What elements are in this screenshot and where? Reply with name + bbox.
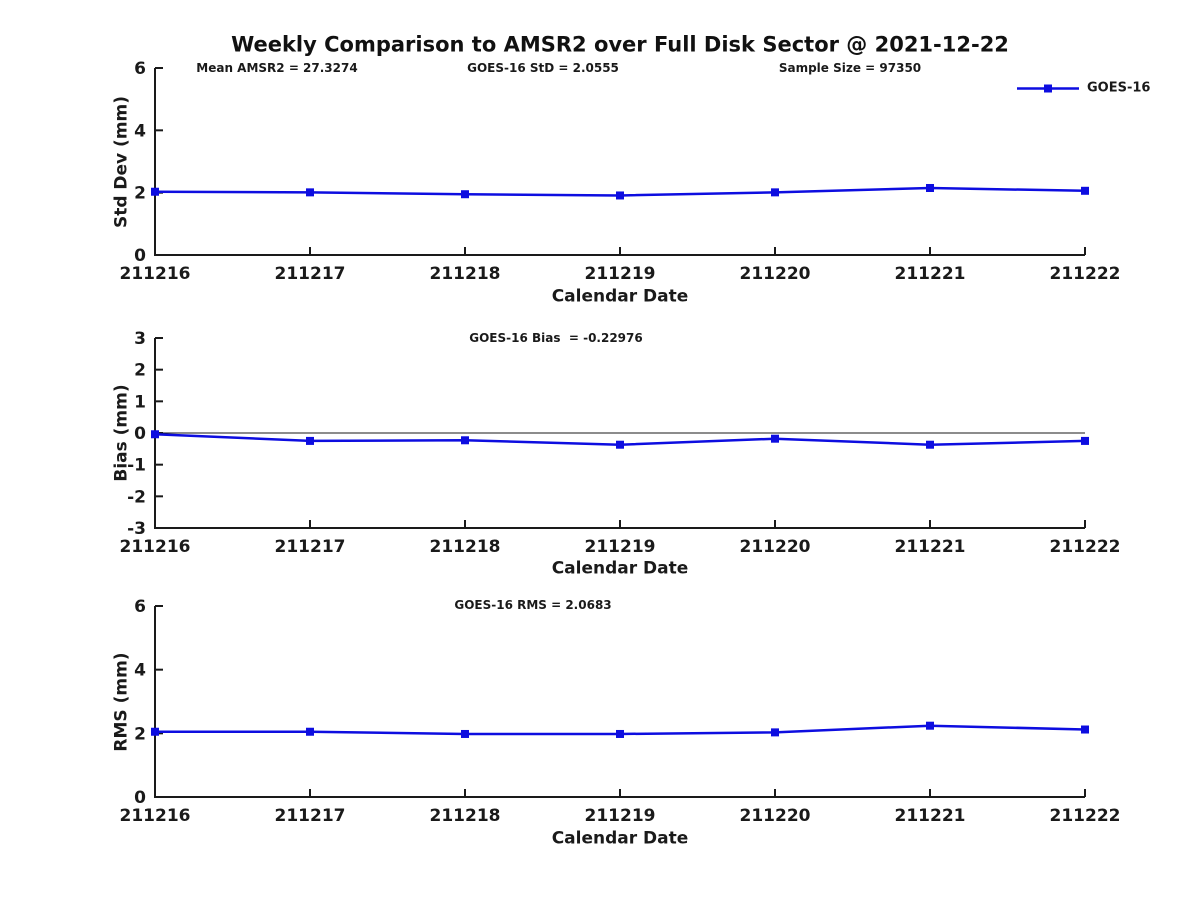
svg-text:2: 2 — [134, 361, 146, 381]
data-marker — [926, 440, 934, 449]
svg-text:211218: 211218 — [430, 537, 501, 557]
ylabel-bias: Bias (mm) — [111, 384, 132, 482]
data-marker — [926, 721, 934, 730]
legend-label: GOES-16 — [1087, 80, 1151, 96]
stat-goes16-std: GOES-16 StD = 2.0555 — [467, 61, 619, 75]
svg-text:4: 4 — [134, 121, 146, 141]
ylabel-std-dev: Std Dev (mm) — [111, 95, 132, 229]
svg-text:211216: 211216 — [120, 537, 191, 557]
svg-text:211217: 211217 — [275, 806, 346, 826]
stat-sample-size: Sample Size = 97350 — [778, 61, 922, 75]
svg-text:211219: 211219 — [585, 537, 656, 557]
svg-text:2: 2 — [134, 724, 146, 744]
svg-text:211220: 211220 — [740, 806, 811, 826]
svg-text:211217: 211217 — [275, 537, 346, 557]
svg-text:-1: -1 — [127, 456, 146, 476]
svg-text:6: 6 — [134, 597, 146, 617]
svg-text:-2: -2 — [127, 487, 146, 507]
svg-text:0: 0 — [134, 246, 146, 266]
data-marker — [771, 188, 779, 197]
svg-text:211220: 211220 — [740, 264, 811, 284]
svg-text:6: 6 — [134, 59, 146, 79]
data-marker — [616, 729, 624, 738]
xlabel-calendar-date-3: Calendar Date — [551, 828, 689, 849]
data-marker — [151, 430, 159, 439]
svg-text:211217: 211217 — [275, 264, 346, 284]
legend-line-marker-icon — [1017, 84, 1079, 92]
panel-bias: -3 -2 -1 0 1 2 3 211216 211217 211218 211219 211220… — [120, 329, 1121, 557]
panel-std-dev: 0 2 4 6 211216 211217 211218 211219 211220 211221… — [120, 59, 1121, 284]
svg-text:211221: 211221 — [895, 537, 966, 557]
svg-text:211216: 211216 — [120, 264, 191, 284]
svg-text:211219: 211219 — [585, 806, 656, 826]
data-marker — [771, 728, 779, 737]
svg-text:211220: 211220 — [740, 537, 811, 557]
svg-text:211221: 211221 — [895, 264, 966, 284]
data-marker — [1081, 725, 1089, 734]
data-marker — [306, 436, 314, 445]
data-marker — [461, 190, 469, 199]
data-marker — [306, 727, 314, 736]
svg-text:211222: 211222 — [1050, 264, 1121, 284]
data-marker — [616, 191, 624, 200]
data-marker — [461, 729, 469, 738]
stat-goes16-rms: GOES-16 RMS = 2.0683 — [454, 598, 612, 612]
stat-mean-amsr2: Mean AMSR2 = 27.3274 — [196, 61, 358, 75]
svg-text:211218: 211218 — [430, 806, 501, 826]
svg-text:211216: 211216 — [120, 806, 191, 826]
svg-text:0: 0 — [134, 424, 146, 444]
xlabel-calendar-date-2: Calendar Date — [551, 558, 689, 579]
svg-text:211222: 211222 — [1050, 806, 1121, 826]
svg-text:1: 1 — [134, 392, 146, 412]
data-marker — [771, 434, 779, 443]
data-marker — [151, 187, 159, 196]
svg-text:211219: 211219 — [585, 264, 656, 284]
data-marker — [616, 440, 624, 449]
xlabel-calendar-date-1: Calendar Date — [551, 286, 689, 307]
svg-text:2: 2 — [134, 184, 146, 204]
legend: GOES-16 — [1017, 81, 1150, 96]
figure-title: Weekly Comparison to AMSR2 over Full Dis… — [231, 32, 1009, 57]
svg-text:211218: 211218 — [430, 264, 501, 284]
svg-text:3: 3 — [134, 329, 146, 349]
panel-rms: 0 2 4 6 211216 211217 211218 211219 211220 211221… — [120, 597, 1121, 826]
data-marker — [151, 727, 159, 736]
stat-goes16-bias: GOES-16 Bias = -0.22976 — [469, 331, 643, 345]
data-marker — [1081, 436, 1089, 445]
data-marker — [306, 188, 314, 197]
svg-text:-3: -3 — [127, 519, 146, 539]
data-marker — [461, 436, 469, 445]
ylabel-rms: RMS (mm) — [111, 652, 132, 752]
data-marker — [1081, 186, 1089, 195]
svg-text:4: 4 — [134, 661, 146, 681]
data-marker — [926, 183, 934, 192]
svg-text:0: 0 — [134, 788, 146, 808]
svg-text:211221: 211221 — [895, 806, 966, 826]
svg-text:211222: 211222 — [1050, 537, 1121, 557]
